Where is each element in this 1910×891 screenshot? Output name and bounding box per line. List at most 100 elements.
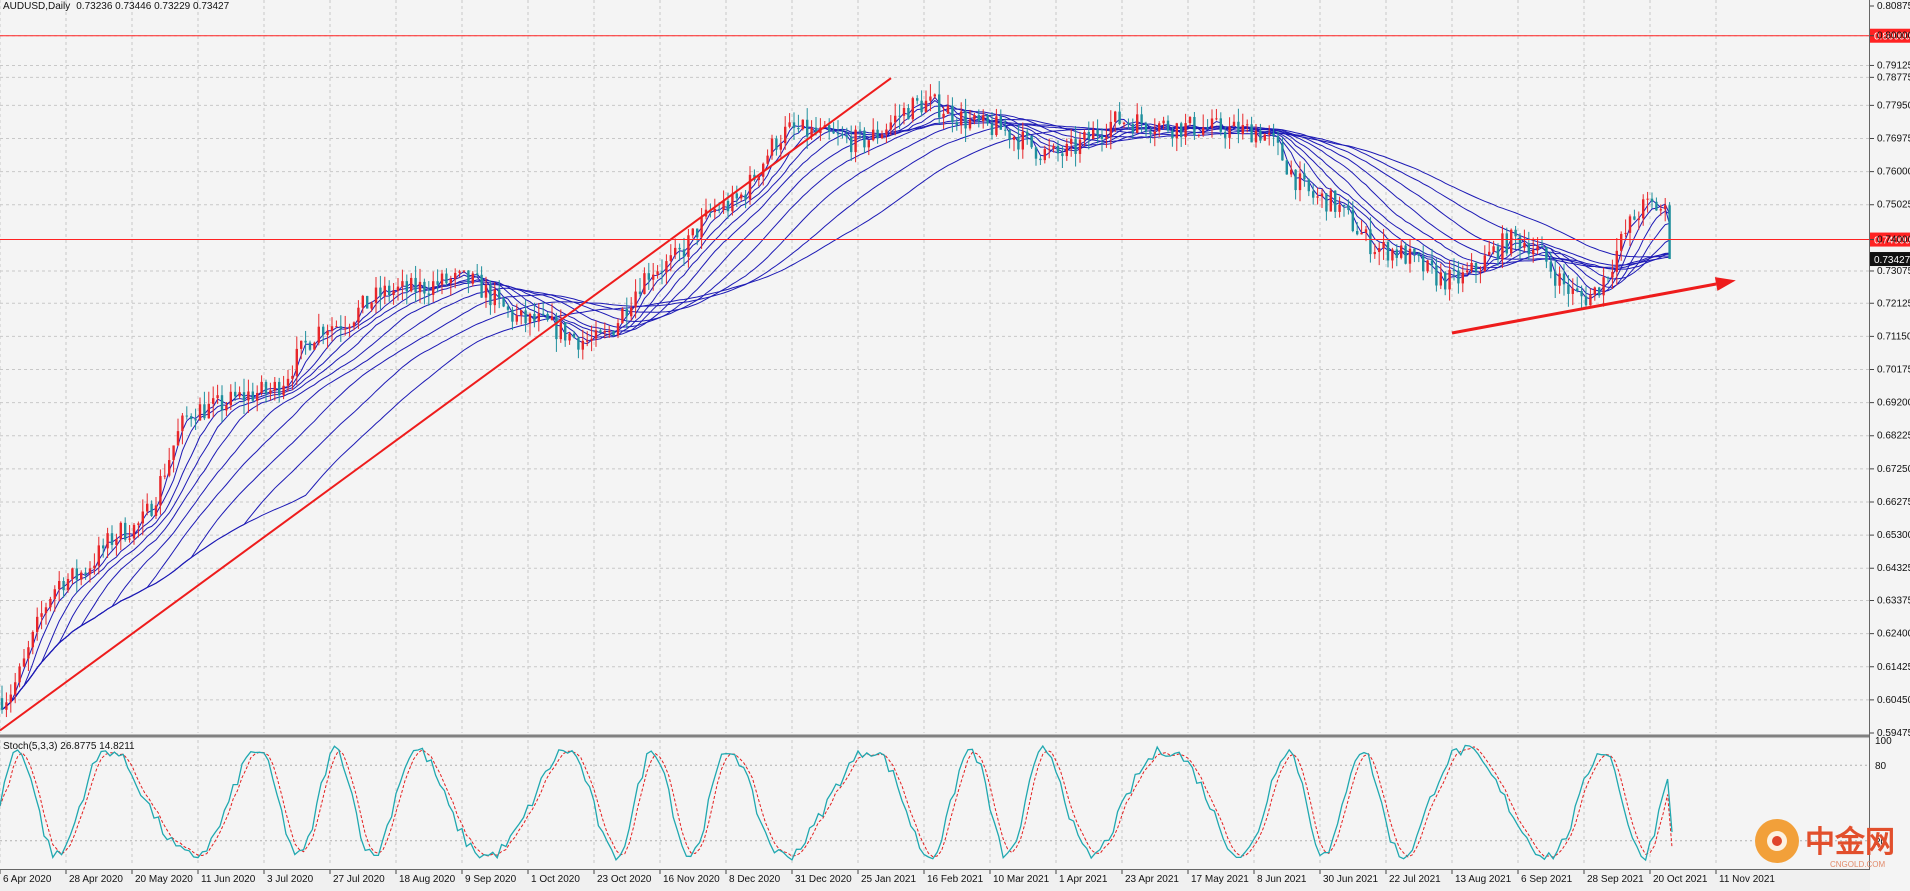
candle-body <box>977 115 980 122</box>
candle-body <box>542 313 545 315</box>
candle-body <box>766 155 769 164</box>
candle-body <box>1417 253 1420 256</box>
candle-body <box>388 285 391 296</box>
candle-body <box>1567 284 1570 294</box>
stoch-panel-bg <box>0 739 1870 869</box>
candle-body <box>964 111 967 129</box>
candle-body <box>1219 118 1222 132</box>
x-tick-label: 23 Oct 2020 <box>597 874 652 885</box>
price-axis-bg <box>1870 0 1910 891</box>
stoch-tick-label: 100 <box>1875 736 1892 747</box>
candle-body <box>1598 287 1601 296</box>
candle-body <box>234 391 237 397</box>
candle-body <box>511 309 514 322</box>
candle-body <box>506 306 510 310</box>
candle-body <box>740 194 743 199</box>
candle-body <box>995 116 998 136</box>
price-level-label: 0.80000 <box>1874 32 1910 43</box>
candle-body <box>537 313 540 322</box>
y-tick-label: 0.60450 <box>1877 695 1910 706</box>
candle-body <box>295 348 298 376</box>
candle-body <box>1140 114 1143 124</box>
y-tick-label: 0.66275 <box>1877 497 1910 508</box>
candle-body <box>1118 111 1121 125</box>
candle-body <box>1395 249 1398 258</box>
candle-body <box>968 119 972 129</box>
candle-body <box>1655 201 1658 211</box>
candle-body <box>335 326 338 328</box>
candle-body <box>247 391 250 401</box>
candle-body <box>854 129 857 153</box>
candle-body <box>256 392 259 401</box>
candle-body <box>770 138 774 156</box>
candle-body <box>300 340 303 349</box>
candle-body <box>1492 246 1495 252</box>
candle-body <box>885 129 888 135</box>
candle-body <box>942 113 945 118</box>
candle-body <box>1466 270 1469 273</box>
y-tick-label: 0.78775 <box>1877 72 1910 83</box>
candle-body <box>198 404 202 421</box>
candle-body <box>1149 131 1152 135</box>
candle-body <box>550 316 554 320</box>
candle-body <box>1307 179 1310 192</box>
candle-body <box>880 134 884 139</box>
candle-body <box>1391 249 1394 261</box>
candle-body <box>1193 116 1196 136</box>
x-tick-label: 6 Sep 2021 <box>1521 874 1573 885</box>
candle-body <box>31 631 34 648</box>
candle-body <box>1611 271 1614 278</box>
stoch-lines <box>0 744 1673 862</box>
candle-body <box>581 340 584 350</box>
candle-body <box>1298 173 1302 191</box>
candle-body <box>1426 260 1429 272</box>
candle-body <box>181 415 184 432</box>
candle-body <box>1215 118 1218 120</box>
candle-body <box>462 270 466 272</box>
candle-body <box>1188 116 1192 124</box>
x-tick-label: 8 Dec 2020 <box>729 874 781 885</box>
y-tick-label: 0.61425 <box>1877 662 1910 673</box>
y-tick-label: 0.69200 <box>1877 398 1910 409</box>
candle-body <box>1083 131 1086 140</box>
candle-body <box>1092 129 1095 140</box>
y-tick-label: 0.68225 <box>1877 431 1910 442</box>
candle-body <box>458 271 461 273</box>
candle-body <box>1668 205 1671 260</box>
stoch-tick-label: 20 <box>1875 837 1887 848</box>
candle-body <box>920 100 923 113</box>
candle-body <box>1074 139 1077 154</box>
candle-body <box>590 338 593 341</box>
x-tick-label: 11 Jun 2020 <box>201 874 256 885</box>
x-tick-label: 10 Mar 2021 <box>993 874 1050 885</box>
candle-body <box>357 307 360 323</box>
candle-body <box>955 122 958 126</box>
candle-body <box>1470 262 1473 271</box>
candle-body <box>1413 248 1416 254</box>
watermark: 中金网 CNGOLD.COM <box>1755 819 1895 869</box>
candle-body <box>1184 123 1187 138</box>
candle-body <box>612 331 615 336</box>
y-tick-label: 0.73075 <box>1877 266 1910 277</box>
candle-body <box>84 572 87 575</box>
candle-body <box>1659 209 1662 211</box>
candle-body <box>1246 124 1249 126</box>
candle-body <box>445 273 448 284</box>
candle-body <box>251 391 254 401</box>
candle-body <box>616 323 620 336</box>
candle-body <box>207 403 210 419</box>
candle-body <box>722 200 725 210</box>
candle-body <box>1012 136 1016 140</box>
candle-body <box>1061 153 1064 157</box>
candle-body <box>1642 199 1645 219</box>
candle-body <box>1162 120 1165 124</box>
candle-body <box>1527 243 1530 255</box>
candle-body <box>647 273 650 280</box>
candle-body <box>440 273 444 285</box>
candle-body <box>1364 229 1368 233</box>
candle-body <box>264 381 268 394</box>
candle-body <box>1347 205 1350 210</box>
ma-line <box>1 111 1670 711</box>
candle-body <box>630 307 633 317</box>
